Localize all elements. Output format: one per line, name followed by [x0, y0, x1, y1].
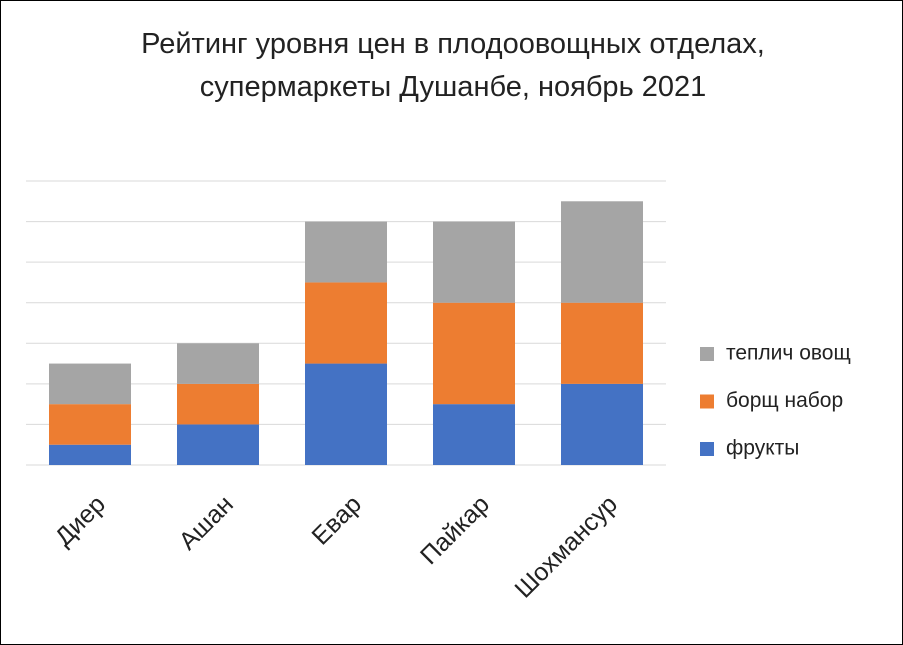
x-tick-label: Евар [306, 490, 366, 550]
bar-segment [305, 221, 387, 283]
x-tick-label: Диер [50, 490, 111, 551]
chart-title: Рейтинг уровня цен в плодоовощных отдела… [141, 28, 765, 103]
x-tick-label: Шохмансур [509, 490, 623, 604]
legend-label: борщ набор [726, 389, 843, 412]
bar-segment [177, 343, 259, 384]
bar-segment [561, 302, 643, 384]
bar-segment [305, 363, 387, 465]
legend-swatch [700, 442, 714, 456]
x-tick-label: Пайкар [415, 490, 495, 570]
bar-segment [49, 404, 131, 445]
bar-segment [561, 383, 643, 465]
bar-segment [177, 424, 259, 465]
bar-segment [561, 201, 643, 303]
bar-segment [177, 383, 259, 425]
bar-segment [433, 302, 515, 405]
legend-label: теплич овощ [726, 342, 851, 365]
bar-segment [305, 282, 387, 364]
bar-segment [49, 444, 131, 465]
bar-segment [433, 221, 515, 303]
legend-swatch [700, 347, 714, 361]
bar-segment [49, 363, 131, 405]
legend-swatch [700, 394, 714, 409]
x-tick-label: Ашан [174, 490, 239, 555]
legend-label: фрукты [726, 437, 799, 460]
bar-segment [433, 404, 515, 465]
